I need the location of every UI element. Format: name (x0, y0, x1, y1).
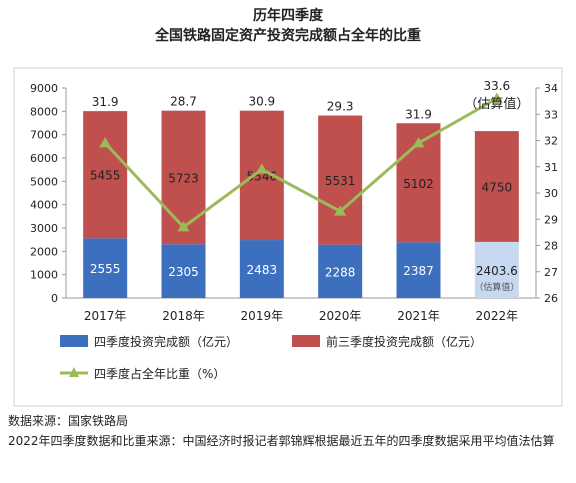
bar-q4 (474, 241, 519, 298)
legend-label: 前三季度投资完成额（亿元） (326, 334, 482, 349)
legend-marker (69, 367, 79, 377)
bar-q4-label: 2288 (325, 265, 356, 279)
estimate-small-label: （估算值） (474, 281, 519, 293)
ratio-point (255, 163, 268, 174)
bar-q1-q3 (318, 115, 363, 245)
ratio-point (177, 221, 190, 232)
bar-q1-q3 (474, 131, 519, 242)
chart-frame (13, 67, 563, 407)
bar-q4 (318, 244, 363, 298)
y-left-tick-label: 6000 (30, 152, 58, 165)
bar-q4 (239, 240, 284, 298)
ratio-label: 28.7 (170, 95, 197, 109)
bar-q4-label: 2403.6 (476, 264, 518, 278)
bar-q4-label: 2387 (403, 264, 434, 278)
y-left-tick-label: 2000 (30, 245, 58, 258)
legend-label: 四季度投资完成额（亿元） (94, 334, 238, 349)
ratio-label: 29.3 (327, 100, 354, 114)
ratio-label: 31.9 (405, 107, 432, 121)
bar-q1-q3-label: 5531 (325, 174, 356, 188)
x-tick-label: 2020年 (319, 309, 362, 323)
y-left-tick-label: 5000 (30, 175, 58, 188)
bar-q4 (83, 238, 128, 298)
chart-title-line1: 历年四季度 (253, 8, 323, 24)
bar-q4 (396, 242, 441, 298)
legend-swatch (292, 335, 320, 347)
bar-q1-q3-label: 5102 (403, 177, 434, 191)
y-right-tick-label: 33 (544, 108, 558, 121)
bar-q4 (161, 244, 206, 298)
method-note: 2022年四季度数据和比重来源：中国经济时报记者郭锦辉根据最近五年的四季度数据采… (8, 434, 555, 448)
y-left-tick-label: 1000 (30, 269, 58, 282)
bar-q1-q3 (239, 110, 284, 241)
x-tick-label: 2017年 (84, 309, 127, 323)
bar-q1-q3-label: 4750 (482, 180, 513, 194)
bar-q4-label: 2305 (168, 265, 199, 279)
y-right-tick-label: 30 (544, 187, 558, 200)
chart: 0 1000 2000 3000 4000 5000 6000 7000 8000 9000 26 2… (13, 67, 563, 407)
chart-title-line2: 全国铁路固定资产投资完成额占全年的比重 (155, 28, 421, 44)
ratio-label: 33.6 (483, 79, 510, 93)
x-tick-label: 2019年 (241, 309, 284, 323)
y-right-tick-label: 31 (544, 161, 558, 174)
ratio-label: 30.9 (248, 95, 275, 109)
y-left-tick-label: 8000 (30, 105, 58, 118)
estimate-label: （估算值） (464, 96, 529, 112)
bar-q1-q3-label: 5455 (90, 169, 121, 183)
ratio-label: 31.9 (92, 95, 119, 109)
bar-q1-q3 (83, 111, 128, 239)
bar-q4-label: 2483 (247, 263, 278, 277)
x-tick-label: 2021年 (397, 309, 440, 323)
y-left-tick-label: 4000 (30, 199, 58, 212)
ratio-point (99, 137, 112, 148)
ratio-point (334, 205, 347, 216)
y-left-tick-label: 3000 (30, 222, 58, 235)
y-left-tick-label: 7000 (30, 129, 58, 142)
y-right-tick-label: 29 (544, 213, 558, 226)
y-right-tick-label: 34 (544, 82, 558, 95)
bar-q4-label: 2555 (90, 262, 121, 276)
bar-q1-q3-label: 5723 (168, 171, 199, 185)
legend-label: 四季度占全年比重（%） (94, 366, 225, 381)
y-right-tick-label: 27 (544, 266, 558, 279)
source-note: 数据来源：国家铁路局 (8, 414, 129, 428)
chart-title: 历年四季度 全国铁路固定资产投资完成额占全年的比重 (0, 6, 576, 46)
y-left-tick-label: 0 (51, 292, 58, 305)
legend-swatch (60, 335, 88, 347)
ratio-point (412, 137, 425, 148)
y-right-tick-label: 28 (544, 240, 558, 253)
y-right-tick-label: 32 (544, 135, 558, 148)
ratio-point (490, 92, 503, 103)
ratio-line (104, 97, 498, 230)
y-right-tick-label: 26 (544, 292, 558, 305)
y-left-tick-label: 9000 (30, 82, 58, 95)
x-tick-label: 2022年 (476, 309, 519, 323)
x-tick-label: 2018年 (162, 309, 205, 323)
